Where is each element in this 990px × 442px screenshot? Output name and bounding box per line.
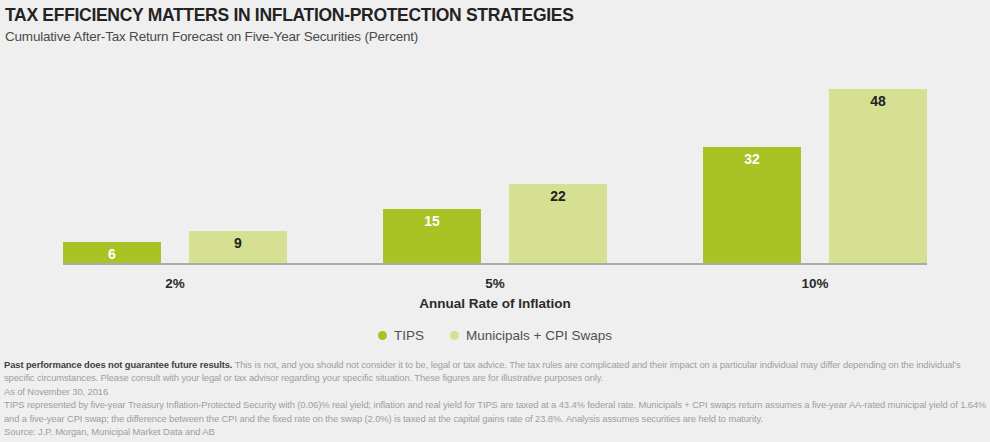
source-line: Source: J.P. Morgan, Municipal Market Da… <box>4 425 987 438</box>
bar-municipals-cpi-swaps-2: 9 <box>189 231 287 264</box>
chart-header: TAX EFFICIENCY MATTERS IN INFLATION-PROT… <box>5 5 574 44</box>
bar-value-label: 32 <box>703 147 801 167</box>
bar-municipals-cpi-swaps-10: 48 <box>829 89 927 264</box>
chart-subtitle: Cumulative After-Tax Return Forecast on … <box>5 29 574 44</box>
legend-label: TIPS <box>394 328 424 343</box>
bar-value-label: 9 <box>189 231 287 251</box>
x-axis-title: Annual Rate of Inflation <box>63 296 927 311</box>
as-of-date: As of November 30, 2016 <box>4 385 987 398</box>
bar-tips-5: 15 <box>383 209 481 264</box>
bar-group-10: 32 48 <box>703 89 927 264</box>
methodology-note: TIPS represented by five-year Treasury I… <box>4 398 987 425</box>
footnotes: Past performance does not guarantee futu… <box>4 358 987 438</box>
bar-value-label: 15 <box>383 209 481 229</box>
legend-item-municipals-cpi-swaps: Municipals + CPI Swaps <box>450 328 612 343</box>
x-tick-5: 5% <box>383 276 607 291</box>
chart-title: TAX EFFICIENCY MATTERS IN INFLATION-PROT… <box>5 5 574 26</box>
bar-value-label: 6 <box>63 242 161 262</box>
disclaimer-bold-lead: Past performance does not guarantee futu… <box>4 359 232 370</box>
legend-dot-icon <box>378 331 387 340</box>
legend-item-tips: TIPS <box>378 328 424 343</box>
legend-dot-icon <box>450 331 459 340</box>
x-tick-2: 2% <box>63 276 287 291</box>
bar-municipals-cpi-swaps-5: 22 <box>509 184 607 264</box>
plot-area: 6915223248 <box>63 89 927 264</box>
x-axis-line <box>63 263 927 265</box>
disclaimer-paragraph: Past performance does not guarantee futu… <box>4 358 987 385</box>
bar-tips-10: 32 <box>703 147 801 264</box>
bar-group-2: 69 <box>63 231 287 264</box>
legend: TIPS Municipals + CPI Swaps <box>0 328 990 343</box>
x-tick-row: 2% 5% 10% <box>63 276 927 291</box>
bar-value-label: 48 <box>829 89 927 109</box>
legend-label: Municipals + CPI Swaps <box>466 328 612 343</box>
bar-group-5: 1522 <box>383 184 607 264</box>
x-tick-10: 10% <box>703 276 927 291</box>
bar-value-label: 22 <box>509 184 607 204</box>
bar-tips-2: 6 <box>63 242 161 264</box>
